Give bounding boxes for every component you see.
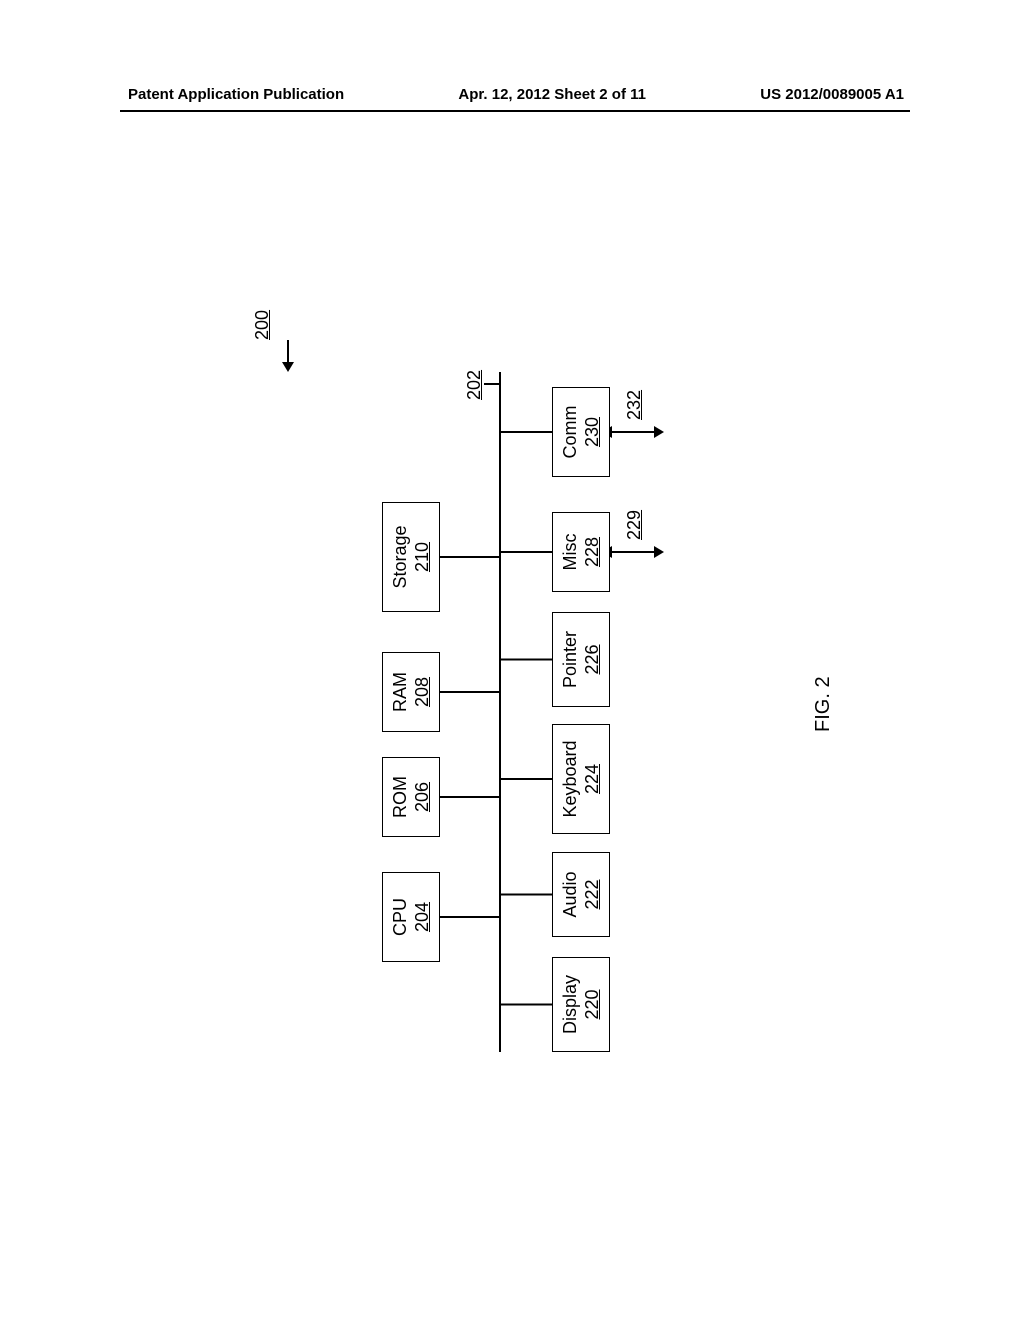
block-ref: 222 xyxy=(581,879,604,909)
misc-io-line xyxy=(610,551,656,553)
figure-2-diagram: 200 202 FIG. 2 229 232 CPU204ROM206RAM20… xyxy=(0,148,1024,1172)
block-misc: Misc228 xyxy=(552,512,610,592)
block-ref: 228 xyxy=(581,537,604,567)
block-pointer: Pointer226 xyxy=(552,612,610,707)
system-ref-leader xyxy=(287,340,289,362)
block-label: Misc xyxy=(559,534,582,571)
block-label: CPU xyxy=(389,898,412,936)
block-label: Display xyxy=(559,975,582,1034)
comm-io-arrow-down xyxy=(654,426,664,438)
misc-io-arrow-down xyxy=(654,546,664,558)
block-label: Comm xyxy=(559,406,582,459)
page-header: Patent Application Publication Apr. 12, … xyxy=(0,86,1024,103)
bus-wiring xyxy=(0,148,1024,1172)
block-ram: RAM208 xyxy=(382,652,440,732)
block-ref: 226 xyxy=(581,644,604,674)
figure-caption: FIG. 2 xyxy=(812,676,835,732)
block-label: Pointer xyxy=(559,631,582,688)
block-label: RAM xyxy=(389,672,412,712)
comm-io-ref: 232 xyxy=(624,390,645,420)
header-center: Apr. 12, 2012 Sheet 2 of 11 xyxy=(458,86,646,103)
block-ref: 210 xyxy=(411,542,434,572)
header-left: Patent Application Publication xyxy=(128,86,344,103)
block-label: Keyboard xyxy=(559,740,582,817)
block-keyboard: Keyboard224 xyxy=(552,724,610,834)
block-label: ROM xyxy=(389,776,412,818)
block-ref: 208 xyxy=(411,677,434,707)
block-audio: Audio222 xyxy=(552,852,610,937)
block-ref: 204 xyxy=(411,902,434,932)
system-ref-label: 200 xyxy=(252,310,273,340)
system-ref-arrow xyxy=(282,362,294,372)
block-ref: 206 xyxy=(411,782,434,812)
block-cpu: CPU204 xyxy=(382,872,440,962)
header-rule xyxy=(120,110,910,112)
diagram-canvas: 200 202 FIG. 2 229 232 CPU204ROM206RAM20… xyxy=(0,148,1024,1172)
block-storage: Storage210 xyxy=(382,502,440,612)
bus-ref-label: 202 xyxy=(464,370,485,400)
block-comm: Comm230 xyxy=(552,387,610,477)
misc-io-ref: 229 xyxy=(624,510,645,540)
block-ref: 230 xyxy=(581,417,604,447)
block-label: Storage xyxy=(389,525,412,588)
block-label: Audio xyxy=(559,871,582,917)
block-display: Display220 xyxy=(552,957,610,1052)
block-ref: 224 xyxy=(581,764,604,794)
block-rom: ROM206 xyxy=(382,757,440,837)
comm-io-line xyxy=(610,431,656,433)
block-ref: 220 xyxy=(581,989,604,1019)
header-right: US 2012/0089005 A1 xyxy=(760,86,904,103)
